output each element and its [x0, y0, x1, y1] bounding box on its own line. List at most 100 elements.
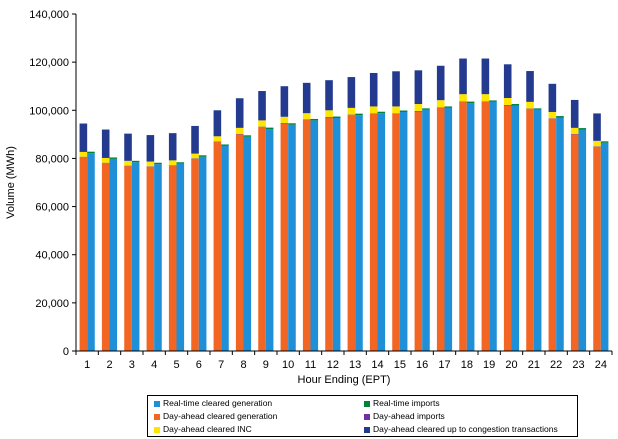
- bar-real-time-cleared-generation: [221, 145, 229, 351]
- bar-real-time-cleared-generation: [377, 113, 386, 351]
- bar-real-time-imports: [489, 100, 497, 102]
- y-tick-label: 20,000: [35, 298, 69, 310]
- bar-day-ahead-cleared-inc: [481, 94, 490, 102]
- bar-day-ahead-cleared-inc: [124, 160, 132, 166]
- bar-real-time-imports: [243, 135, 252, 137]
- bar-day-ahead-cleared-up-to-congestion-transactions: [593, 113, 601, 141]
- bar-real-time-imports: [355, 113, 363, 116]
- bar-day-ahead-cleared-generation: [503, 105, 512, 351]
- bar-real-time-cleared-generation: [198, 156, 207, 351]
- bar-day-ahead-cleared-up-to-congestion-transactions: [436, 65, 445, 101]
- y-tick-label: 80,000: [35, 153, 69, 165]
- bar-real-time-cleared-generation: [243, 136, 252, 351]
- x-tick-label: 1: [84, 359, 90, 371]
- legend-label: Day-ahead cleared up to congestion trans…: [373, 424, 558, 434]
- bar-day-ahead-cleared-inc: [392, 106, 400, 114]
- bar-day-ahead-cleared-generation: [481, 101, 490, 351]
- bar-real-time-imports: [154, 162, 162, 165]
- y-tick-label: 60,000: [35, 202, 69, 214]
- bar-real-time-cleared-generation: [578, 129, 587, 351]
- bar-day-ahead-cleared-up-to-congestion-transactions: [481, 58, 490, 95]
- bar-day-ahead-cleared-generation: [570, 134, 579, 351]
- y-tick-label: 120,000: [29, 57, 69, 69]
- bar-real-time-imports: [198, 155, 207, 157]
- bar-day-ahead-cleared-inc: [459, 94, 467, 102]
- bar-day-ahead-cleared-up-to-congestion-transactions: [79, 123, 88, 152]
- y-axis-title: Volume (MWh): [5, 146, 17, 219]
- bar-real-time-cleared-generation: [131, 162, 140, 351]
- bar-day-ahead-cleared-up-to-congestion-transactions: [570, 99, 579, 128]
- bar-real-time-imports: [176, 162, 185, 164]
- bar-real-time-imports: [556, 116, 564, 118]
- bar-day-ahead-cleared-generation: [548, 118, 557, 351]
- bar-day-ahead-cleared-up-to-congestion-transactions: [414, 70, 423, 105]
- bar-day-ahead-cleared-generation: [124, 166, 132, 351]
- legend-swatch: [154, 426, 160, 433]
- bar-day-ahead-cleared-generation: [146, 166, 155, 351]
- bar-real-time-imports: [533, 108, 542, 110]
- bar-day-ahead-cleared-inc: [548, 111, 557, 119]
- legend-label: Day-ahead cleared INC: [163, 424, 252, 434]
- bar-day-ahead-cleared-inc: [302, 113, 311, 120]
- bar-day-ahead-cleared-inc: [414, 104, 423, 112]
- bar-day-ahead-cleared-generation: [235, 134, 244, 351]
- x-tick-label: 9: [263, 359, 269, 371]
- legend-label: Day-ahead cleared generation: [163, 411, 278, 421]
- bar-day-ahead-cleared-up-to-congestion-transactions: [459, 58, 467, 95]
- x-tick-label: 13: [349, 359, 361, 371]
- bar-day-ahead-cleared-up-to-congestion-transactions: [369, 72, 378, 107]
- x-tick-label: 22: [550, 359, 562, 371]
- bar-day-ahead-cleared-inc: [347, 107, 356, 115]
- bar-real-time-cleared-generation: [556, 117, 564, 351]
- bar-real-time-cleared-generation: [332, 117, 341, 351]
- bar-day-ahead-cleared-inc: [325, 110, 333, 118]
- bar-day-ahead-cleared-generation: [325, 117, 333, 351]
- bar-real-time-cleared-generation: [109, 158, 118, 351]
- legend-swatch: [364, 426, 370, 433]
- bar-real-time-cleared-generation: [422, 109, 430, 351]
- bar-real-time-cleared-generation: [466, 103, 475, 351]
- bar-day-ahead-cleared-up-to-congestion-transactions: [526, 71, 534, 102]
- bar-day-ahead-cleared-up-to-congestion-transactions: [235, 98, 244, 128]
- bar-day-ahead-cleared-generation: [526, 109, 534, 351]
- bar-real-time-imports: [288, 123, 296, 125]
- x-tick-label: 19: [483, 359, 495, 371]
- x-tick-label: 17: [438, 359, 450, 371]
- legend-item-rt-generation: Real-time cleared generation: [154, 398, 272, 409]
- bar-day-ahead-cleared-up-to-congestion-transactions: [392, 71, 400, 107]
- bar-real-time-imports: [578, 128, 587, 130]
- legend-item-da-imports: Day-ahead imports: [364, 411, 445, 422]
- bar-day-ahead-cleared-generation: [79, 157, 88, 351]
- bar-real-time-imports: [444, 106, 453, 108]
- bar-day-ahead-cleared-inc: [526, 101, 534, 109]
- bar-day-ahead-cleared-inc: [570, 127, 579, 134]
- bar-day-ahead-cleared-generation: [168, 165, 177, 351]
- x-axis-ticks: 1 2 3 4 5 6 7 8 9 10 11 12 13 14 15 16 17 18 19 20 21 22 23 24: [75, 351, 613, 371]
- bar-day-ahead-cleared-up-to-congestion-transactions: [280, 86, 289, 117]
- chart-legend: Real-time cleared generation Real-time i…: [147, 395, 578, 437]
- bar-day-ahead-cleared-inc: [503, 98, 512, 105]
- x-tick-label: 23: [572, 359, 584, 371]
- bar-series: [79, 58, 609, 352]
- bar-real-time-imports: [87, 151, 95, 154]
- bar-real-time-cleared-generation: [265, 129, 274, 351]
- legend-swatch: [154, 400, 160, 407]
- bar-real-time-imports: [332, 116, 341, 118]
- bar-day-ahead-cleared-up-to-congestion-transactions: [124, 133, 132, 161]
- x-tick-label: 15: [394, 359, 406, 371]
- x-tick-label: 20: [505, 359, 517, 371]
- bar-day-ahead-cleared-generation: [213, 142, 222, 351]
- bar-real-time-imports: [399, 110, 408, 112]
- bar-day-ahead-cleared-up-to-congestion-transactions: [146, 135, 155, 162]
- legend-label: Real-time imports: [373, 398, 440, 408]
- bar-day-ahead-cleared-up-to-congestion-transactions: [168, 133, 177, 161]
- legend-swatch: [154, 413, 160, 420]
- bar-real-time-cleared-generation: [511, 105, 520, 351]
- bar-day-ahead-cleared-up-to-congestion-transactions: [258, 91, 266, 121]
- bar-day-ahead-cleared-generation: [280, 123, 289, 352]
- bar-day-ahead-cleared-inc: [191, 153, 199, 159]
- bar-day-ahead-cleared-up-to-congestion-transactions: [191, 125, 199, 154]
- bar-real-time-cleared-generation: [399, 111, 408, 352]
- bar-real-time-cleared-generation: [310, 120, 319, 351]
- bar-real-time-cleared-generation: [176, 163, 185, 351]
